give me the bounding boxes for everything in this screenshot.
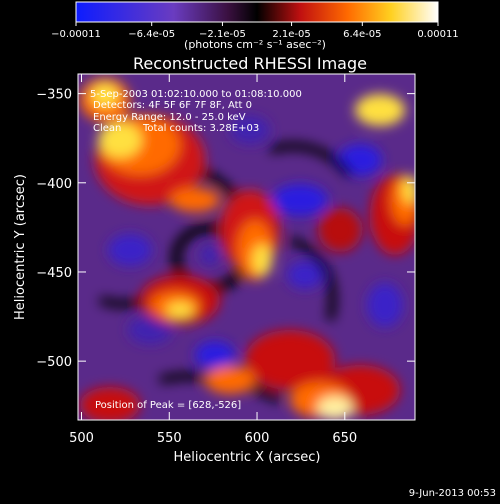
colorbar-tick-label: −6.4e-05 xyxy=(128,29,175,40)
annotation-energy: Energy Range: 12.0 - 25.0 keV xyxy=(93,112,246,123)
footer-date: 9-Jun-2013 00:53 xyxy=(409,488,496,499)
colorbar xyxy=(75,1,439,23)
y-tick-label: −450 xyxy=(36,266,72,281)
x-tick-label: 500 xyxy=(69,431,94,446)
colorbar-ticks: −0.00011 −6.4e-05 −2.1e-05 2.1e-05 6.4e-05 0.… xyxy=(51,22,459,40)
x-axis-label: Heliocentric X (arcsec) xyxy=(174,450,321,465)
y-axis-ticks: −350 −400 −450 −500 xyxy=(36,88,415,370)
x-tick-label: 550 xyxy=(157,431,182,446)
colorbar-units-label: (photons cm⁻² s⁻¹ asec⁻²) xyxy=(184,38,326,51)
y-tick-label: −350 xyxy=(36,88,72,103)
plot-frame xyxy=(77,73,416,421)
colorbar-tick-label: 2.1e-05 xyxy=(272,29,310,40)
y-tick-label: −500 xyxy=(36,355,72,370)
y-tick-label: −400 xyxy=(36,177,72,192)
x-axis-ticks: 500 550 600 650 xyxy=(69,74,357,446)
colorbar-tick-label: −2.1e-05 xyxy=(199,29,246,40)
colorbar-tick-label: 0.00011 xyxy=(417,29,458,40)
annotation-method: Clean xyxy=(93,123,121,134)
annotation-peak: Position of Peak = [628,-526] xyxy=(95,400,241,411)
y-axis-label: Heliocentric Y (arcsec) xyxy=(13,174,28,320)
colorbar-tick-label: 6.4e-05 xyxy=(343,29,381,40)
plot-title: Reconstructed RHESSI Image xyxy=(133,54,367,73)
colorbar-tick-label: −0.00011 xyxy=(51,29,101,40)
annotation-detectors: Detectors: 4F 5F 6F 7F 8F, Att 0 xyxy=(93,100,252,111)
annotation-time-range: 5-Sep-2003 01:02:10.000 to 01:08:10.000 xyxy=(90,89,302,100)
x-tick-label: 600 xyxy=(245,431,270,446)
annotation-counts: Total counts: 3.28E+03 xyxy=(142,123,259,134)
x-tick-label: 650 xyxy=(332,431,357,446)
rhessi-image xyxy=(78,74,415,420)
